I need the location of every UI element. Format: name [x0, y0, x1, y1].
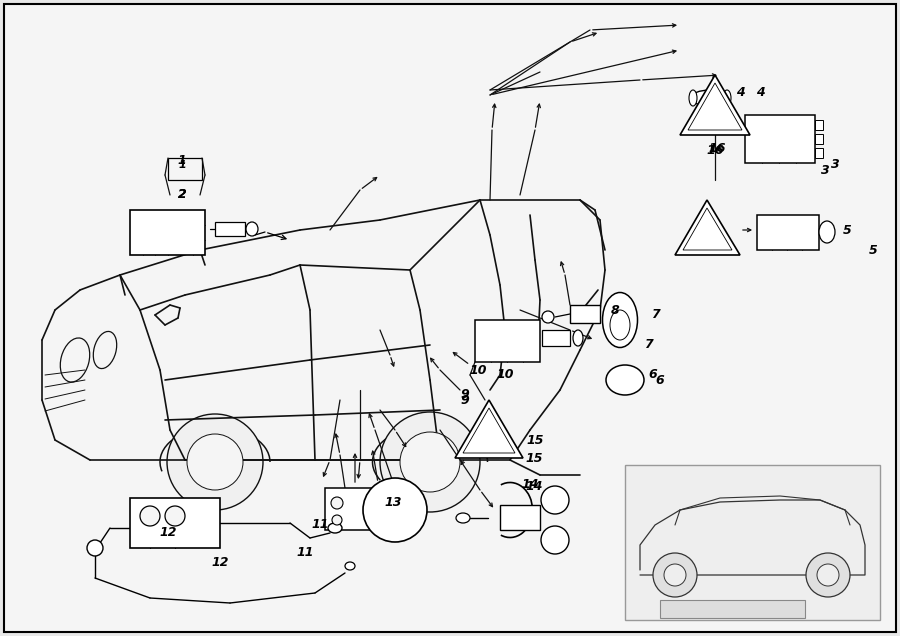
Text: 14: 14 [521, 478, 539, 492]
Circle shape [541, 486, 569, 514]
Text: 2: 2 [177, 188, 186, 200]
Text: 15: 15 [526, 452, 543, 464]
Bar [815, 134, 823, 144]
Circle shape [167, 414, 263, 510]
Ellipse shape [345, 562, 355, 570]
Text: 1: 1 [177, 153, 186, 167]
Circle shape [653, 553, 697, 597]
Text: 6: 6 [655, 373, 664, 387]
Text: 10: 10 [496, 368, 514, 382]
Text: 6: 6 [649, 368, 657, 382]
Circle shape [664, 564, 686, 586]
Ellipse shape [60, 338, 90, 382]
Text: 4: 4 [735, 86, 744, 99]
Text: 7: 7 [644, 338, 652, 352]
Circle shape [806, 553, 850, 597]
Text: 2: 2 [177, 188, 186, 202]
Text: 8: 8 [610, 303, 619, 317]
Circle shape [817, 564, 839, 586]
Circle shape [363, 478, 427, 542]
Polygon shape [688, 83, 742, 130]
Polygon shape [675, 200, 740, 255]
Circle shape [542, 311, 554, 323]
Ellipse shape [689, 90, 697, 106]
Bar [325, 488, 380, 530]
Text: 11: 11 [311, 518, 328, 532]
Bar [500, 505, 540, 530]
Bar [745, 115, 815, 163]
Bar [757, 215, 819, 250]
Bar [130, 498, 220, 548]
Circle shape [400, 432, 460, 492]
Ellipse shape [94, 331, 117, 369]
Text: 9: 9 [461, 389, 470, 401]
Circle shape [87, 540, 103, 556]
Polygon shape [463, 408, 515, 453]
Text: 3: 3 [821, 163, 830, 177]
Circle shape [332, 515, 342, 525]
Bar [815, 148, 823, 158]
Circle shape [140, 506, 160, 526]
Bar [168, 158, 202, 180]
Text: 4: 4 [756, 86, 764, 99]
Polygon shape [455, 400, 523, 458]
Ellipse shape [723, 90, 731, 106]
Circle shape [541, 526, 569, 554]
Bar [130, 210, 205, 255]
Text: 00152548: 00152548 [706, 604, 759, 614]
Ellipse shape [691, 90, 729, 106]
Bar [660, 600, 805, 618]
Text: 16: 16 [706, 144, 724, 156]
Text: 15: 15 [526, 434, 544, 446]
Text: 14: 14 [526, 481, 543, 494]
Text: 12: 12 [212, 556, 229, 569]
Text: 13: 13 [382, 497, 399, 509]
Polygon shape [683, 208, 732, 250]
Text: 10: 10 [469, 364, 487, 377]
Text: 7: 7 [651, 308, 660, 322]
Bar [625, 465, 880, 620]
Bar [542, 330, 570, 346]
Text: 3: 3 [831, 158, 840, 172]
Text: 1: 1 [178, 160, 186, 170]
Circle shape [380, 412, 480, 512]
Text: 16: 16 [708, 141, 725, 155]
Text: 5: 5 [868, 244, 878, 256]
Ellipse shape [456, 513, 470, 523]
Ellipse shape [610, 310, 630, 340]
Bar [815, 120, 823, 130]
Circle shape [331, 497, 343, 509]
Ellipse shape [246, 222, 258, 236]
Ellipse shape [602, 293, 637, 347]
Text: 13: 13 [384, 497, 401, 509]
Circle shape [187, 434, 243, 490]
Ellipse shape [573, 330, 583, 346]
Polygon shape [680, 75, 750, 135]
Ellipse shape [328, 523, 342, 533]
Ellipse shape [819, 221, 835, 243]
Circle shape [165, 506, 185, 526]
Bar [475, 320, 540, 362]
Bar [215, 222, 245, 236]
Text: 5: 5 [842, 223, 851, 237]
Ellipse shape [606, 365, 644, 395]
Text: 8: 8 [606, 303, 615, 317]
Bar [570, 305, 600, 323]
Text: 12: 12 [159, 527, 176, 539]
Text: 11: 11 [296, 546, 314, 560]
Text: 9: 9 [461, 394, 470, 406]
